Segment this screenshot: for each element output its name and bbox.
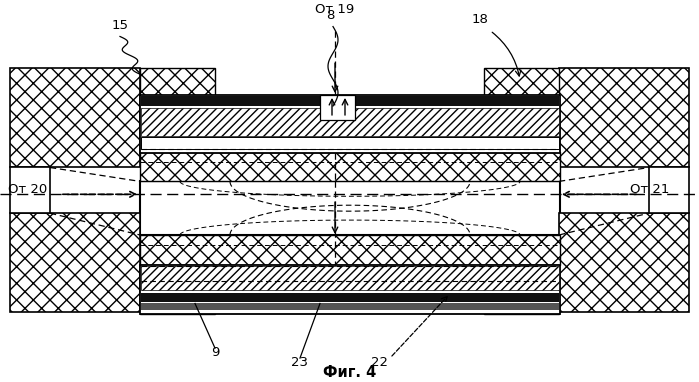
Bar xyxy=(141,266,559,290)
Bar xyxy=(140,235,560,265)
Bar xyxy=(320,95,355,120)
Bar xyxy=(140,265,560,314)
Text: От 21: От 21 xyxy=(630,183,670,196)
Text: 23: 23 xyxy=(291,356,308,369)
Text: От 20: От 20 xyxy=(8,183,48,196)
Bar xyxy=(141,303,559,311)
Bar xyxy=(649,167,689,213)
Bar xyxy=(10,68,140,167)
Bar xyxy=(484,68,559,162)
Text: От 19: От 19 xyxy=(315,3,354,16)
Bar xyxy=(141,137,559,149)
Text: 8: 8 xyxy=(326,9,334,22)
Bar xyxy=(559,68,689,167)
Text: 18: 18 xyxy=(472,13,489,26)
Bar xyxy=(10,167,50,213)
Bar xyxy=(140,181,560,235)
Bar xyxy=(10,213,140,312)
Text: 9: 9 xyxy=(211,346,219,359)
Bar xyxy=(141,293,559,303)
Text: 15: 15 xyxy=(112,19,129,32)
Bar xyxy=(140,68,215,162)
Text: 22: 22 xyxy=(371,356,389,369)
Bar xyxy=(141,108,559,136)
Bar xyxy=(140,265,215,314)
Bar xyxy=(559,213,689,312)
Bar xyxy=(484,265,559,314)
Bar xyxy=(141,96,559,106)
Text: Фиг. 4: Фиг. 4 xyxy=(324,366,377,380)
Bar xyxy=(140,95,560,153)
Bar xyxy=(140,152,560,181)
